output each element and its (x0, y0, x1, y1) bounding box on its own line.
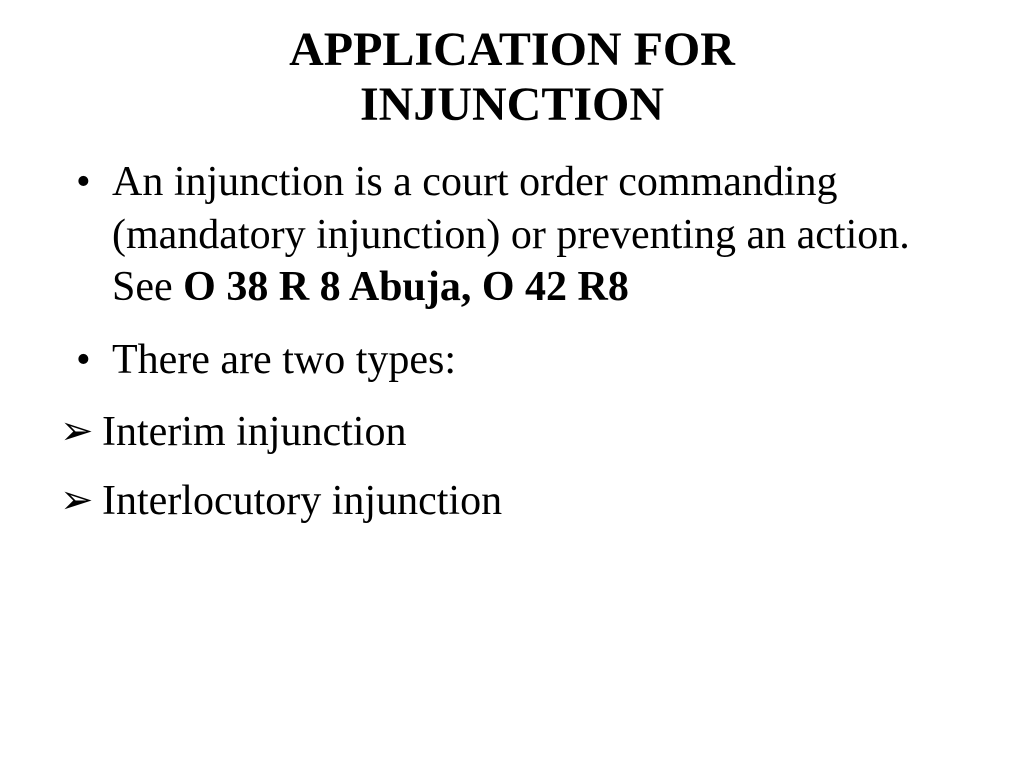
bullet-item: There are two types: (60, 334, 964, 387)
arrow-text: Interlocutory injunction (102, 478, 502, 524)
arrow-item: Interim injunction (60, 406, 964, 459)
slide: APPLICATION FOR INJUNCTION An injunction… (0, 0, 1024, 768)
bullet-list: An injunction is a court order commandin… (60, 156, 964, 386)
title-line-1: APPLICATION FOR (289, 23, 735, 76)
bullet-text: There are two types: (112, 337, 456, 383)
slide-title: APPLICATION FOR INJUNCTION (60, 22, 964, 132)
arrow-text: Interim injunction (102, 409, 406, 455)
arrow-item: Interlocutory injunction (60, 475, 964, 528)
slide-body: An injunction is a court order commandin… (60, 156, 964, 527)
bullet-text-bold: O 38 R 8 Abuja, O 42 R8 (183, 264, 629, 310)
title-line-2: INJUNCTION (360, 78, 664, 131)
bullet-item: An injunction is a court order commandin… (60, 156, 964, 314)
